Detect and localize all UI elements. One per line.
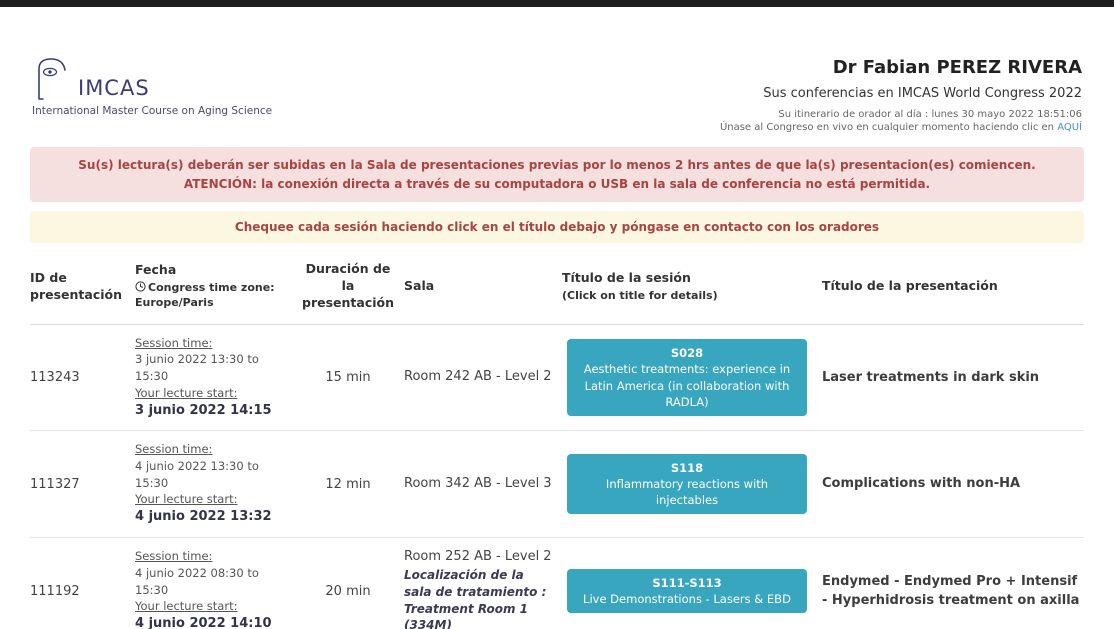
header-sesion: Título de la sesión (Click on title for … xyxy=(562,270,812,304)
header-fecha: Fecha Congress time zone: Europe/Paris xyxy=(135,262,292,311)
session-code: S028 xyxy=(670,346,704,361)
lecture-start-value: 4 junio 2022 14:10 xyxy=(135,615,272,629)
session-time-label: Session time: xyxy=(135,549,213,564)
join-live-link[interactable]: AQUÍ xyxy=(1057,122,1082,133)
table-row: 111192 Session time: 4 junio 2022 08:30 … xyxy=(30,538,1084,629)
session-title: Inflammatory reactions with injectables xyxy=(605,477,769,508)
brand-tagline: International Master Course on Aging Sci… xyxy=(32,105,273,117)
timezone-note: Congress time zone: xyxy=(148,281,275,295)
lecture-start-label: Your lecture start: xyxy=(135,492,238,507)
session-title-button[interactable]: S028 Aesthetic treatments: experience in… xyxy=(567,339,807,416)
room-cell: Room 252 AB - Level 2 Localización de la… xyxy=(404,548,552,629)
lecture-start-value: 4 junio 2022 13:32 xyxy=(135,509,272,525)
presentation-id: 111192 xyxy=(30,583,80,599)
lecture-start-value: 3 junio 2022 14:15 xyxy=(135,402,272,418)
imcas-logo: IMCAS International Master Course on Agi… xyxy=(32,47,272,117)
room-cell: Room 242 AB - Level 2 xyxy=(404,368,552,386)
lectures-table: ID de presentación Fecha Congress time z… xyxy=(30,251,1084,629)
room-name: Room 252 AB - Level 2 xyxy=(404,548,552,564)
speaker-header: Dr Fabian PEREZ RIVERA Sus conferencias … xyxy=(720,47,1082,133)
brand-name: IMCAS xyxy=(78,76,150,100)
table-row: 113243 Session time: 3 junio 2022 13:30 … xyxy=(30,325,1084,432)
presentation-title: Complications with non-HA xyxy=(822,476,1021,492)
congress-subtitle: Sus conferencias en IMCAS World Congress… xyxy=(763,86,1082,101)
presentation-id: 111327 xyxy=(30,476,80,492)
session-title-button[interactable]: S118 Inflammatory reactions with injecta… xyxy=(567,453,807,515)
session-time-value: 4 junio 2022 13:30 to 15:30 xyxy=(135,459,259,490)
upload-warning-line2: ATENCIÓN: la conexión directa a través d… xyxy=(183,176,931,191)
lecture-start-label: Your lecture start: xyxy=(135,385,238,400)
lecture-start-label: Your lecture start: xyxy=(135,599,238,614)
session-title-button[interactable]: S111-S113 Live Demonstrations - Lasers &… xyxy=(567,568,807,614)
room-cell: Room 342 AB - Level 3 xyxy=(404,475,552,493)
table-row: 111327 Session time: 4 junio 2022 13:30 … xyxy=(30,431,1084,538)
speaker-name: Dr Fabian PEREZ RIVERA xyxy=(832,57,1082,78)
session-cell: S118 Inflammatory reactions with injecta… xyxy=(562,453,812,515)
room-name: Room 242 AB - Level 2 xyxy=(404,369,552,385)
session-title: Aesthetic treatments: experience in Lati… xyxy=(583,362,791,409)
itinerary-timestamp: Su itinerario de orador al día : lunes 3… xyxy=(778,109,1082,120)
duration-cell: 12 min xyxy=(325,476,371,492)
browser-top-bar xyxy=(0,0,1114,7)
header-sesion-note: (Click on title for details) xyxy=(562,288,718,302)
presentation-title: Laser treatments in dark skin xyxy=(822,369,1040,385)
header-sala: Sala xyxy=(404,278,435,294)
table-header-row: ID de presentación Fecha Congress time z… xyxy=(30,251,1084,325)
join-live-text: Únase al Congreso en vivo en cualquier m… xyxy=(719,122,1054,133)
session-code: S118 xyxy=(670,460,704,475)
session-cell: S111-S113 Live Demonstrations - Lasers &… xyxy=(562,568,812,614)
session-time-value: 4 junio 2022 08:30 to 15:30 xyxy=(135,565,259,597)
upload-warning-line1: Su(s) lectura(s) deberán ser subidas en … xyxy=(78,158,1036,172)
header-duracion: Duración de la presentación xyxy=(302,261,394,310)
timezone-value: Europe/Paris xyxy=(135,295,214,309)
fecha-cell: Session time: 4 junio 2022 13:30 to 15:3… xyxy=(135,441,292,527)
session-time-label: Session time: xyxy=(135,335,213,350)
duration-cell: 15 min xyxy=(325,370,371,386)
room-location-note: Localización de la sala de tratamiento :… xyxy=(404,568,547,629)
upload-warning-banner: Su(s) lectura(s) deberán ser subidas en … xyxy=(30,147,1084,203)
fecha-cell: Session time: 4 junio 2022 08:30 to 15:3… xyxy=(135,548,292,629)
session-cell: S028 Aesthetic treatments: experience in… xyxy=(562,339,812,416)
join-live-line: Únase al Congreso en vivo en cualquier m… xyxy=(720,122,1082,133)
duration-cell: 20 min xyxy=(325,583,371,599)
header-id: ID de presentación xyxy=(30,269,122,302)
table-body: 113243 Session time: 3 junio 2022 13:30 … xyxy=(30,325,1084,629)
session-time-label: Session time: xyxy=(135,442,213,457)
room-name: Room 342 AB - Level 3 xyxy=(404,476,552,492)
clock-icon xyxy=(135,281,146,292)
presentation-id: 113243 xyxy=(30,370,80,386)
session-time-value: 3 junio 2022 13:30 to 15:30 xyxy=(135,352,259,384)
fecha-cell: Session time: 3 junio 2022 13:30 to 15:3… xyxy=(135,335,292,421)
presentation-title: Endymed - Endymed Pro + Intensif - Hyper… xyxy=(822,573,1080,609)
session-title: Live Demonstrations - Lasers & EBD xyxy=(583,592,791,607)
imcas-face-icon xyxy=(38,58,66,100)
session-code: S111-S113 xyxy=(652,575,722,590)
header-presentacion: Título de la presentación xyxy=(822,278,998,294)
page-header: IMCAS International Master Course on Agi… xyxy=(0,7,1114,133)
check-sessions-banner: Chequee cada sesión haciendo click en el… xyxy=(30,211,1084,244)
